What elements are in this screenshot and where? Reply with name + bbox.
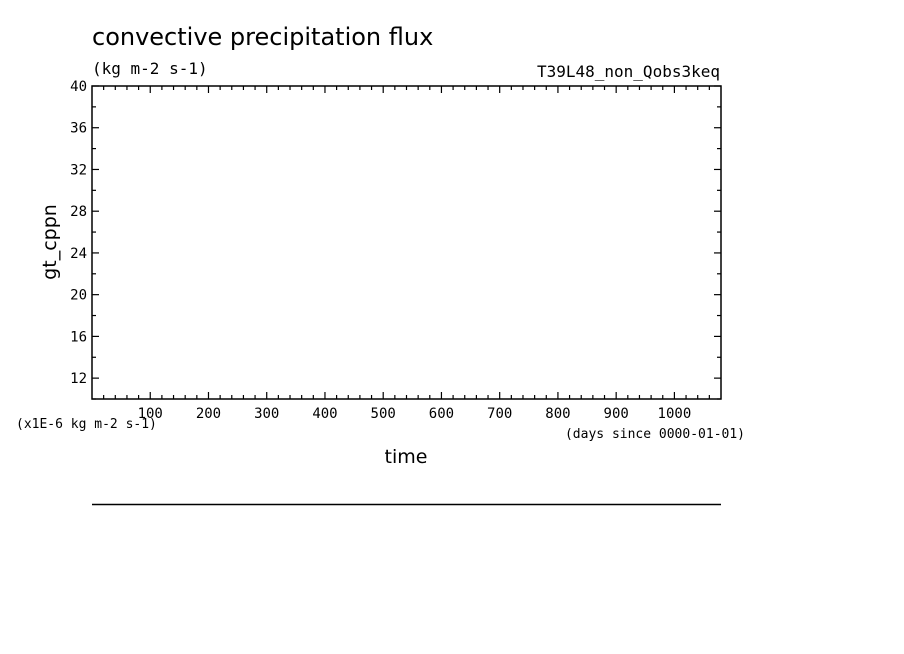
x-tick-label: 700: [487, 406, 512, 422]
x-axis-ticks: 100 200 300 400 500 600 700 800 900 1000: [103, 86, 710, 422]
x-tick-label: 500: [371, 406, 396, 422]
plot-frame: [91, 85, 722, 400]
x-tick-label: 1000: [658, 406, 692, 422]
y-axis-ticks: 12 16 20 24 28 32 36 40: [70, 79, 721, 400]
y-tick-label: 20: [70, 288, 87, 304]
x-tick-label: 200: [196, 406, 221, 422]
y-tick-label: 32: [70, 162, 87, 178]
y-tick-label: 36: [70, 121, 87, 137]
x-tick-label: 400: [312, 406, 337, 422]
chart-title: convective precipitation flux: [92, 23, 433, 51]
y-tick-label: 12: [70, 371, 87, 387]
y-tick-label: 24: [70, 246, 87, 262]
x-tick-label: 300: [254, 406, 279, 422]
y-scale-note: (x1E-6 kg m-2 s-1): [16, 417, 157, 432]
x-tick-label: 900: [604, 406, 629, 422]
y-tick-label: 16: [70, 329, 87, 345]
x-tick-label: 600: [429, 406, 454, 422]
x-units-label: (days since 0000-01-01): [565, 427, 745, 442]
x-axis-title: time: [385, 446, 428, 468]
y-tick-label: 40: [70, 79, 87, 95]
y-tick-label: 28: [70, 204, 87, 220]
y-axis-title: gt_cppn: [39, 204, 61, 280]
x-tick-label: 800: [545, 406, 570, 422]
run-label: T39L48_non_Qobs3keq: [537, 62, 720, 81]
chart-subtitle: (kg m-2 s-1): [92, 59, 208, 78]
x-tick-label: 100: [138, 406, 163, 422]
